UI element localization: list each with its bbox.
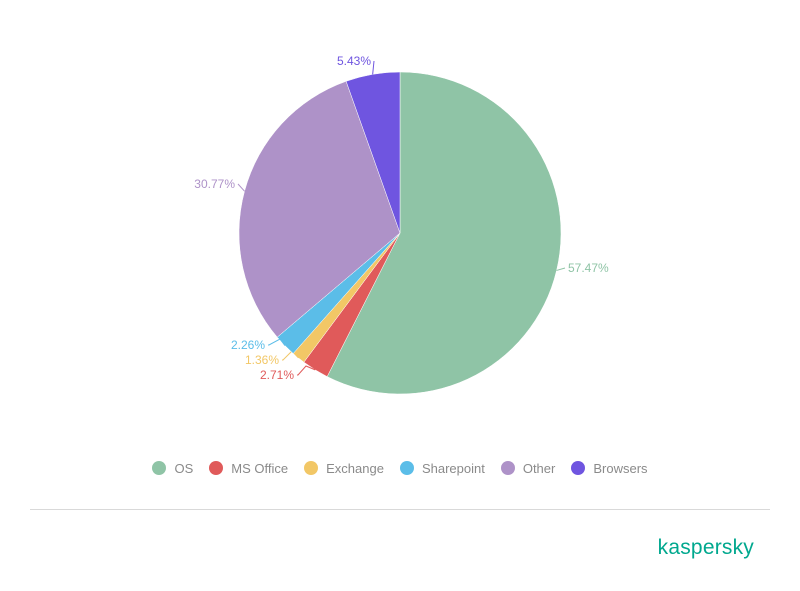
- leader-line-os: [556, 267, 566, 271]
- legend-label-other: Other: [522, 460, 556, 476]
- data-label-exchange: 1.36%: [245, 353, 279, 367]
- leader-line-other: [237, 183, 245, 192]
- pie-slice-browsers: [345, 71, 401, 234]
- legend-swatch-browsers: [571, 461, 586, 475]
- divider: [30, 509, 770, 510]
- data-label-os: 57.47%: [568, 261, 609, 275]
- legend-item-other: Other: [500, 460, 556, 476]
- legend-swatch-ms-office: [209, 461, 224, 475]
- data-label-other: 30.77%: [194, 177, 235, 191]
- chart-legend: OS MS Office Exchange Sharepoint Other Browse…: [0, 456, 800, 480]
- leader-line-browsers: [372, 60, 375, 75]
- leader-line-exchange: [282, 350, 299, 361]
- kaspersky-logo: kaspersky: [657, 536, 754, 559]
- legend-label-sharepoint: Sharepoint: [421, 460, 485, 476]
- legend-label-browsers: Browsers: [593, 460, 648, 476]
- legend-label-exchange: Exchange: [326, 460, 384, 476]
- legend-item-sharepoint: Sharepoint: [399, 460, 485, 476]
- pie-slice-other: [238, 80, 401, 338]
- data-label-sharepoint: 2.26%: [231, 338, 265, 352]
- leader-line-sharepoint: [268, 338, 286, 346]
- legend-item-ms-office: MS Office: [209, 461, 288, 476]
- legend-label-ms-office: MS Office: [231, 460, 289, 476]
- data-label-browsers: 5.43%: [337, 54, 371, 68]
- data-label-ms-office: 2.71%: [260, 368, 294, 382]
- pie-chart: 57.47% 2.71%1.36%2.26% 30.77% 5.43%: [194, 54, 609, 395]
- legend-item-os: OS: [152, 461, 193, 476]
- legend-label-os: OS: [174, 460, 194, 476]
- legend-swatch-exchange: [304, 461, 319, 475]
- legend-item-exchange: Exchange: [304, 461, 384, 476]
- legend-swatch-os: [152, 461, 167, 475]
- legend-item-browsers: Browsers: [571, 460, 648, 476]
- legend-swatch-sharepoint: [399, 461, 414, 475]
- legend-swatch-other: [500, 461, 515, 475]
- leader-line-ms-office: [297, 365, 316, 376]
- pie-slice-os: [326, 71, 562, 395]
